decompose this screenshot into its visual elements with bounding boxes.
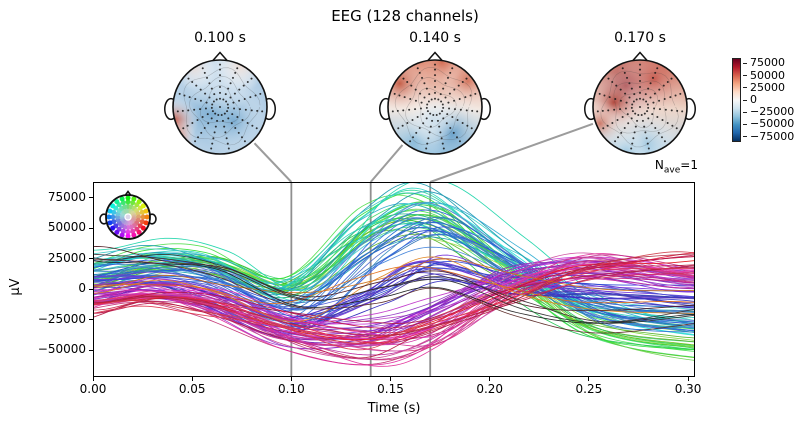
y-tick-mark [89, 319, 93, 321]
x-tick-mark [588, 377, 590, 381]
nave-sub: ave [663, 165, 681, 176]
colorbar-tick-label: 25000 [750, 80, 785, 94]
nave-main: N [654, 158, 664, 172]
colorbar-tick-mark [743, 111, 747, 113]
x-tick-label: 0.05 [178, 382, 206, 396]
topomap-time-label-3: 0.170 s [614, 30, 666, 46]
y-tick-label: 25000 [47, 250, 86, 265]
x-tick-mark [191, 377, 193, 381]
colorbar-tick-label: −25000 [750, 105, 795, 119]
topomap-canvas-1 [164, 48, 276, 160]
y-tick-mark [89, 349, 93, 351]
topomap-canvas-2 [379, 48, 491, 160]
colorbar-tick-label: 50000 [750, 68, 785, 82]
x-tick-mark [92, 377, 94, 381]
sensor-colors-inset [96, 184, 160, 246]
butterfly-axes [93, 182, 695, 377]
colorbar-tick-mark [743, 75, 747, 77]
x-tick-label: 0.30 [674, 382, 702, 396]
x-axis-label: Time (s) [367, 401, 421, 416]
colorbar-tick-label: 75000 [750, 56, 785, 70]
y-tick-label: 0 [78, 281, 86, 296]
x-tick-label: 0.00 [79, 382, 107, 396]
colorbar-tick-mark [743, 99, 747, 101]
y-tick-mark [89, 197, 93, 199]
nave-eq: =1 [680, 158, 698, 172]
y-tick-mark [89, 288, 93, 290]
figure-title: EEG (128 channels) [331, 7, 479, 25]
colorbar-tick-label: −50000 [750, 117, 795, 131]
x-tick-label: 0.25 [575, 382, 603, 396]
x-tick-mark [687, 377, 689, 381]
colorbar-tick-mark [743, 136, 747, 138]
colorbar-tick-label: 0 [750, 93, 757, 106]
colorbar-tick-mark [743, 62, 747, 64]
topomap-time-label-1: 0.100 s [194, 30, 246, 46]
topomap-canvas-3 [584, 48, 696, 160]
y-tick-label: 75000 [47, 189, 86, 204]
y-tick-label: −50000 [37, 342, 86, 357]
nave-label: Nave=1 [560, 158, 698, 175]
x-tick-label: 0.15 [377, 382, 404, 396]
topomap-time-label-2: 0.140 s [409, 30, 461, 46]
x-tick-mark [489, 377, 491, 381]
butterfly-canvas [94, 183, 694, 376]
y-tick-label: −25000 [37, 311, 86, 326]
colorbar-tick-mark [743, 87, 747, 89]
x-tick-mark [390, 377, 392, 381]
y-tick-mark [89, 227, 93, 229]
colorbar-tick-mark [743, 123, 747, 125]
y-axis-label: µV [8, 278, 23, 296]
x-tick-label: 0.10 [277, 382, 305, 396]
y-tick-mark [89, 258, 93, 260]
x-tick-label: 0.20 [476, 382, 504, 396]
y-tick-label: 50000 [47, 220, 86, 235]
colorbar-tick-label: −75000 [750, 129, 795, 143]
x-tick-mark [290, 377, 292, 381]
colorbar-gradient [732, 58, 741, 142]
